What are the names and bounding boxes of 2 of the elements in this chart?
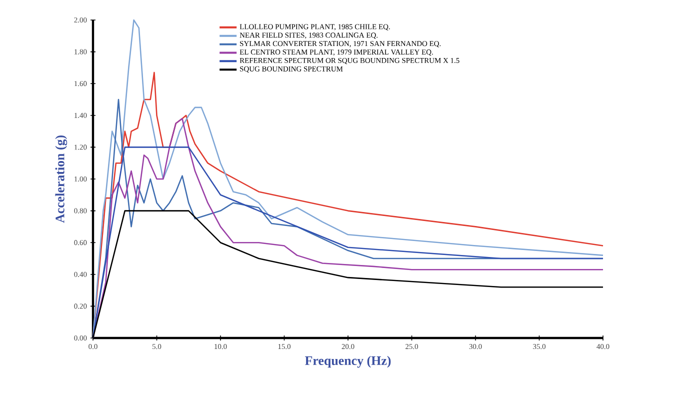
x-axis-title: Frequency (Hz) <box>305 356 391 368</box>
y-axis-title: Acceleration (g) <box>55 136 68 223</box>
